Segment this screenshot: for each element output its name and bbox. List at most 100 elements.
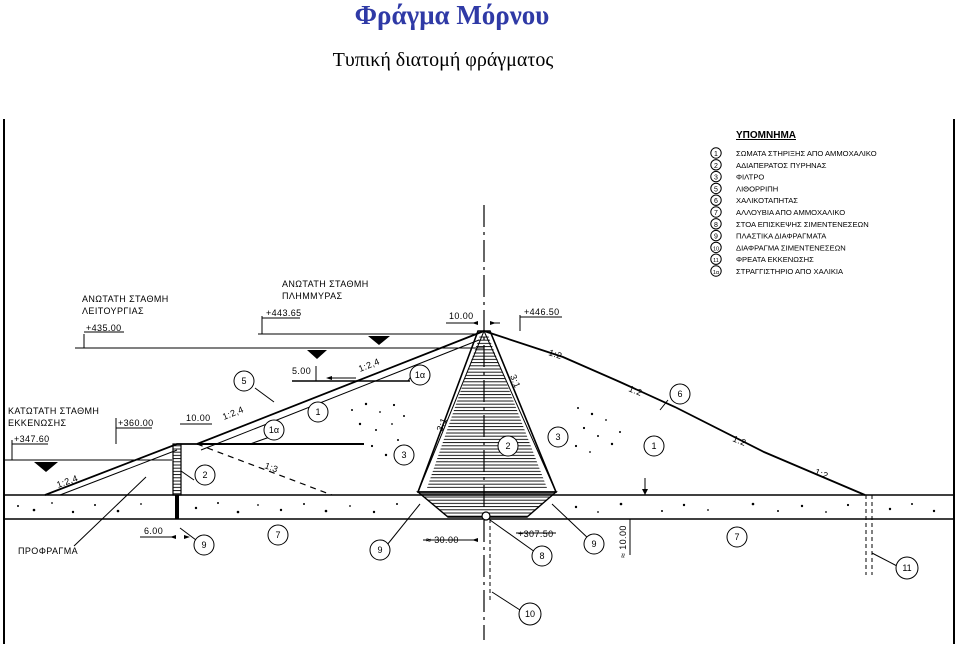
water-level-operation: ΑΝΩΤΑΤΗ ΣΤΑΘΜΗ ΛΕΙΤΟΥΡΓΙΑΣ +435.00	[75, 294, 484, 359]
legend-number-badge	[710, 147, 722, 159]
legend-number-badge	[710, 253, 722, 265]
slope-label: 1:2,4	[357, 356, 381, 374]
svg-text:9: 9	[201, 540, 206, 550]
callout-1a	[263, 419, 285, 441]
operation-level-value: +435.00	[86, 323, 122, 333]
legend-text: ΦΙΛΤΡΟ	[736, 173, 764, 182]
flood-level-title-2: ΠΛΗΜΜΥΡΑΣ	[282, 291, 343, 301]
slope-label: 3:1	[435, 416, 449, 432]
legend-number: 3	[714, 175, 718, 182]
legend-item: 11 ΦΡΕΑΤΑ ΕΚΚΕΝΩΣΗΣ	[710, 253, 814, 265]
callout-5	[233, 370, 255, 392]
callout-2	[194, 464, 216, 486]
legend-text: ΣΩΜΑΤΑ ΣΤΗΡΙΞΗΣ ΑΠΟ ΑΜΜΟΧΑΛΙΚΟ	[736, 149, 877, 158]
cutoff-width-label: 6.00	[144, 526, 163, 536]
legend-number-badge	[710, 206, 722, 218]
cofferdam-leader	[73, 476, 147, 547]
legend-text: ΧΑΛΙΚΟΤΑΠΗΤΑΣ	[736, 196, 798, 205]
callout-9	[369, 539, 391, 561]
water-triangle-icon	[34, 462, 58, 472]
gallery-elevation-label: +307.50	[518, 529, 554, 539]
slope-label: 1:2	[547, 347, 563, 361]
legend-number: 6	[714, 198, 718, 205]
svg-text:8: 8	[539, 551, 544, 561]
legend-item: 1 ΣΩΜΑΤΑ ΣΤΗΡΙΞΗΣ ΑΠΟ ΑΜΜΟΧΑΛΙΚΟ	[710, 147, 877, 159]
callout-7	[726, 526, 748, 548]
legend-item: 6 ΧΑΛΙΚΟΤΑΠΗΤΑΣ	[710, 194, 798, 206]
cofferdam-dimension: +360.00 10.00	[115, 413, 212, 444]
slope-label: 1:2,4	[221, 404, 245, 422]
crest-elevation-label: +446.50	[524, 307, 560, 317]
svg-text:3: 3	[401, 450, 406, 460]
svg-text:6: 6	[677, 389, 682, 399]
svg-text:1: 1	[315, 407, 320, 417]
legend-number-badge	[710, 159, 722, 171]
min-level-title-1: ΚΑΤΩΤΑΤΗ ΣΤΑΘΜΗ	[8, 406, 99, 416]
svg-text:7: 7	[275, 530, 280, 540]
min-level-value: +347.60	[14, 434, 50, 444]
svg-text:2: 2	[505, 441, 510, 451]
svg-text:1α: 1α	[415, 370, 425, 380]
callout-9	[583, 533, 605, 555]
slope-label: 1:2	[731, 434, 747, 448]
legend-number: 7	[714, 210, 718, 217]
svg-text:2: 2	[202, 470, 207, 480]
page-subtitle: Τυπική διατομή φράγματος	[332, 49, 554, 71]
legend-number: 9	[714, 234, 718, 241]
legend-item: 2 ΑΔΙΑΠΕΡΑΤΟΣ ΠΥΡΗΝΑΣ	[710, 159, 827, 171]
slope-label: 1:2,4	[55, 473, 79, 490]
svg-text:1: 1	[651, 441, 656, 451]
legend-text: ΦΡΕΑΤΑ ΕΚΚΕΝΩΣΗΣ	[736, 255, 814, 264]
flood-level-value: +443.65	[266, 308, 302, 318]
svg-text:9: 9	[377, 545, 382, 555]
svg-text:7: 7	[734, 532, 739, 542]
callout-1	[307, 401, 329, 423]
operation-level-title-1: ΑΝΩΤΑΤΗ ΣΤΑΘΜΗ	[82, 294, 169, 304]
legend-number-badge	[710, 229, 722, 242]
berm-width-label: 5.00	[292, 366, 311, 376]
legend-text: ΑΛΛΟΥΒΙΑ ΑΠΟ ΑΜΜΟΧΑΛΙΚΟ	[736, 208, 845, 217]
legend-item: 5 ΛΙΘΟΡΡΙΠΗ	[710, 182, 778, 195]
water-level-min: ΚΑΤΩΤΑΤΗ ΣΤΑΘΜΗ ΕΚΚΕΝΩΣΗΣ +347.60	[4, 406, 172, 472]
legend-number-badge	[710, 241, 722, 254]
berm-dimension: 5.00	[292, 366, 356, 381]
legend-number-badge	[710, 182, 722, 195]
callout-9	[193, 534, 215, 556]
gallery-span-label: ≈ 30.00	[426, 535, 459, 545]
legend-text: ΣΤΟΑ ΕΠΙΣΚΕΨΗΣ ΣΙΜΕΝΤΕΝΕΣΕΩΝ	[736, 220, 869, 229]
slope-label: 1:3	[263, 460, 279, 474]
legend-item: 7 ΑΛΛΟΥΒΙΑ ΑΠΟ ΑΜΜΟΧΑΛΙΚΟ	[710, 206, 845, 218]
callout-2	[497, 435, 519, 457]
legend-item: 10 ΔΙΑΦΡΑΓΜΑ ΣΙΜΕΝΤΕΝΕΣΕΩΝ	[710, 241, 846, 254]
crest-width-label: 10.00	[449, 311, 474, 321]
legend-text: ΔΙΑΦΡΑΓΜΑ ΣΙΜΕΝΤΕΝΕΣΕΩΝ	[736, 243, 846, 252]
legend-number: 5	[714, 186, 718, 193]
legend-item: 8 ΣΤΟΑ ΕΠΙΣΚΕΨΗΣ ΣΙΜΕΝΤΕΝΕΣΕΩΝ	[710, 218, 869, 230]
legend-text: ΑΔΙΑΠΕΡΑΤΟΣ ΠΥΡΗΝΑΣ	[736, 161, 827, 170]
cofferdam-elevation-label: +360.00	[118, 418, 154, 428]
flood-level-title-1: ΑΝΩΤΑΤΗ ΣΤΑΘΜΗ	[282, 279, 369, 289]
svg-text:1α: 1α	[269, 425, 279, 435]
cofferdam-crest-label: 10.00	[186, 413, 211, 423]
water-triangle-icon	[307, 350, 327, 359]
min-level-title-2: ΕΚΚΕΝΩΣΗΣ	[8, 418, 67, 428]
svg-text:10: 10	[525, 609, 535, 619]
legend-number: 8	[714, 222, 718, 229]
svg-text:3: 3	[555, 432, 560, 442]
svg-text:9: 9	[591, 539, 596, 549]
inspection-gallery	[481, 511, 491, 521]
cofferdam-core	[172, 443, 182, 519]
legend-number: 1	[714, 151, 718, 158]
legend-number: 2	[714, 163, 718, 170]
legend-number: 10	[713, 246, 719, 252]
crest-dimension: 10.00 +446.50	[446, 307, 562, 331]
callout-6	[669, 383, 691, 405]
legend-number-badge	[710, 218, 722, 230]
legend-title: ΥΠΟΜΝΗΜΑ	[736, 130, 796, 141]
callout-8	[531, 545, 553, 567]
legend-item: 3 ΦΙΛΤΡΟ	[710, 170, 764, 183]
callout-3	[393, 444, 415, 466]
legend-item: 9 ΠΛΑΣΤΙΚΑ ΔΙΑΦΡΑΓΜΑΤΑ	[710, 229, 827, 242]
legend-number-badge	[710, 194, 722, 206]
legend: ΥΠΟΜΝΗΜΑ 1 ΣΩΜΑΤΑ ΣΤΗΡΙΞΗΣ ΑΠΟ ΑΜΜΟΧΑΛΙΚΟ…	[710, 130, 877, 277]
